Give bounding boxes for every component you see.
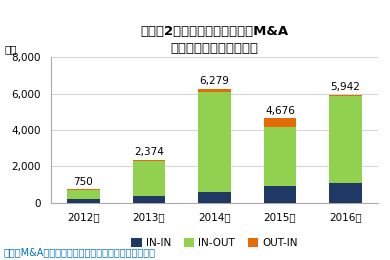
Legend: IN-IN, IN-OUT, OUT-IN: IN-IN, IN-OUT, OUT-IN [127,234,302,252]
Bar [198,192,231,203]
Bar [67,189,100,190]
Bar [133,197,165,203]
Bar [264,186,296,203]
Bar [133,160,165,161]
Text: 6,279: 6,279 [200,76,229,86]
Title: 【図表2】ベンチャー企業へのM&A
マーケット別金額の推移: 【図表2】ベンチャー企業へのM&A マーケット別金額の推移 [140,25,289,55]
Bar [67,199,100,203]
Text: 4,676: 4,676 [265,106,295,115]
Bar [329,95,362,96]
Text: 2,374: 2,374 [134,147,164,157]
Bar [133,161,165,197]
Bar [198,92,231,192]
Text: 750: 750 [74,177,93,187]
Text: レコフM&Aデータベース（株レコフデータ）より作成: レコフM&Aデータベース（株レコフデータ）より作成 [4,248,156,257]
Bar [198,88,231,92]
Text: 5,942: 5,942 [331,82,360,93]
Bar [264,118,296,127]
Bar [329,183,362,203]
Bar [264,127,296,186]
Text: 億円: 億円 [5,44,17,54]
Bar [329,96,362,183]
Bar [67,190,100,199]
